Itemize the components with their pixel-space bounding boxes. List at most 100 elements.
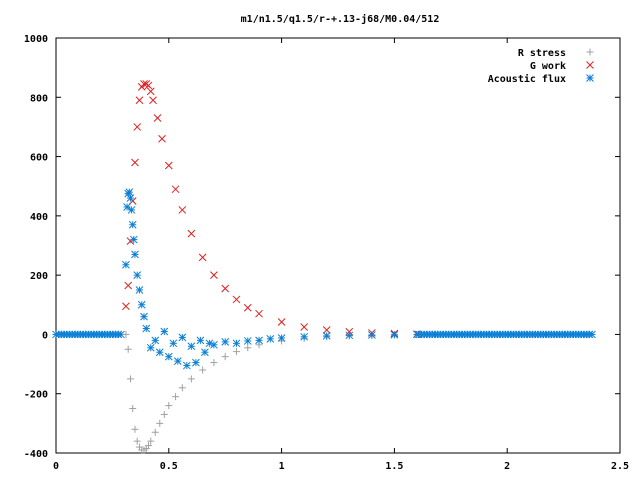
data-point: [158, 134, 166, 143]
data-point: [171, 185, 180, 194]
data-point: [140, 312, 148, 321]
data-point: [198, 253, 207, 262]
data-point: [165, 402, 173, 410]
series-acoustic-flux: [122, 188, 421, 370]
y-tick-label: 1000: [24, 34, 48, 45]
y-tick-label: 0: [42, 330, 48, 341]
data-point: [133, 271, 142, 279]
data-point: [196, 336, 205, 345]
series-g-work: [122, 80, 421, 338]
data-point: [122, 260, 130, 269]
data-point: [266, 335, 275, 343]
data-point: [126, 194, 135, 202]
data-point: [131, 250, 139, 259]
data-point: [128, 220, 137, 229]
data-point: [300, 332, 309, 341]
data-point: [178, 206, 187, 214]
data-point: [129, 235, 138, 244]
legend-label: G work: [530, 61, 566, 72]
chart-title: m1/n1.5/q1.5/r-+.13-j68/M0.04/512: [241, 13, 440, 25]
legend-marker: [586, 48, 594, 56]
x-tick-label: 1: [279, 461, 285, 472]
data-point: [255, 309, 263, 318]
y-tick-label: 600: [30, 153, 48, 164]
zero-baseline-markers: [52, 330, 596, 339]
x-tick-label: 2.5: [611, 461, 629, 472]
data-series: [52, 80, 596, 454]
data-point: [126, 375, 134, 383]
x-tick-label: 0.5: [160, 461, 178, 472]
data-point: [142, 80, 151, 88]
data-point: [133, 437, 141, 445]
data-point: [232, 348, 240, 356]
data-point: [277, 318, 286, 326]
data-point: [155, 348, 164, 357]
legend-label: R stress: [518, 48, 566, 59]
data-point: [149, 96, 157, 105]
data-point: [133, 123, 142, 131]
data-point: [164, 161, 173, 170]
data-point: [210, 271, 218, 279]
data-point: [232, 295, 241, 304]
data-point: [178, 384, 186, 392]
data-point: [178, 333, 187, 342]
data-point: [210, 359, 218, 367]
data-point: [153, 114, 162, 122]
data-point: [243, 303, 252, 312]
data-point: [144, 442, 152, 450]
data-point: [142, 324, 151, 333]
data-point: [232, 339, 241, 348]
data-point: [140, 80, 148, 88]
data-point: [322, 326, 331, 334]
data-point: [147, 437, 155, 445]
data-point: [124, 281, 133, 290]
data-point: [390, 330, 399, 339]
data-point: [187, 229, 196, 238]
data-point: [122, 302, 130, 311]
data-point: [122, 330, 130, 338]
data-point: [187, 342, 196, 351]
data-point: [210, 340, 218, 349]
data-point: [221, 284, 230, 293]
data-point: [129, 405, 137, 413]
data-point: [144, 81, 153, 90]
data-point: [131, 158, 139, 167]
data-point: [123, 203, 131, 211]
y-tick-label: 800: [30, 93, 48, 104]
data-point: [146, 87, 155, 96]
data-point: [160, 410, 168, 418]
x-axis: 0 0.5 1 1.5 2 2.5: [53, 38, 629, 472]
data-point: [169, 339, 178, 348]
data-point: [201, 348, 209, 357]
data-point: [367, 331, 376, 339]
data-point: [135, 286, 144, 294]
data-point: [192, 358, 200, 367]
data-point: [345, 327, 354, 336]
data-point: [322, 332, 331, 340]
y-tick-label: -400: [24, 449, 48, 460]
data-point: [125, 188, 134, 196]
data-point: [151, 336, 160, 345]
data-point: [137, 300, 146, 309]
data-point: [151, 428, 159, 436]
data-point: [277, 334, 286, 342]
data-point: [131, 425, 139, 433]
x-tick-label: 1.5: [385, 461, 403, 472]
legend-label: Acoustic flux: [488, 73, 566, 85]
y-tick-label: -200: [24, 390, 48, 401]
plot-frame: [55, 37, 621, 454]
data-point: [413, 330, 421, 339]
data-point: [255, 336, 263, 345]
x-tick-label: 2: [504, 461, 510, 472]
series-r-stress: [122, 330, 421, 454]
y-axis: -400 -200 0 200 400 600 800 1000: [24, 34, 620, 460]
data-point: [300, 323, 309, 331]
y-tick-label: 200: [30, 271, 48, 282]
data-point: [243, 337, 252, 345]
data-point: [173, 357, 182, 365]
data-point: [182, 361, 191, 370]
data-point: [135, 96, 144, 105]
x-tick-label: 0: [53, 461, 59, 472]
